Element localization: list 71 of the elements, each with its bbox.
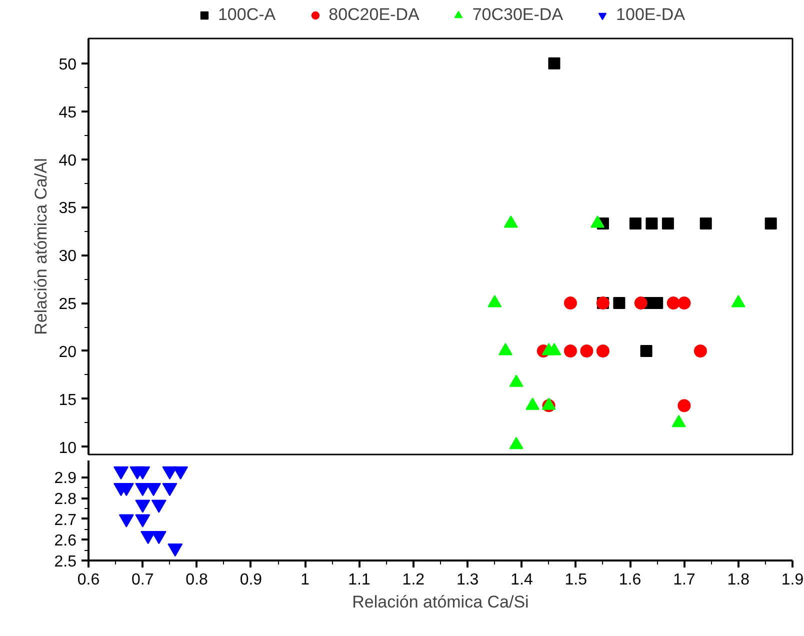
y-tick-label: 2.5 (54, 554, 77, 570)
legend-label: 70C30E-DA (472, 5, 564, 25)
point (764, 217, 777, 230)
point (135, 514, 150, 528)
x-tick-label: 1.9 (781, 572, 804, 588)
point (646, 217, 658, 230)
point (113, 466, 128, 480)
y-tick-label: 35 (58, 200, 77, 218)
point (629, 217, 642, 230)
point (498, 342, 512, 356)
y-tick-label: 10 (58, 440, 77, 457)
x-tick-label: 1.4 (510, 572, 533, 588)
y-tick-label: 2.8 (54, 491, 77, 508)
x-axis-title: Relación atómica Ca/Si (352, 592, 529, 612)
point (564, 296, 577, 310)
x-tick-label: 1.5 (564, 572, 588, 588)
x-tick-label: 0.9 (240, 572, 262, 588)
y-axis-title: Relación atómica Ca/Al (32, 158, 51, 335)
point (731, 295, 746, 308)
point (640, 344, 652, 357)
point (173, 466, 188, 480)
point (168, 543, 183, 557)
x-tick-label: 1.8 (727, 572, 750, 588)
legend-label: 80C20E-DA (328, 5, 420, 25)
point (672, 414, 686, 428)
point (634, 296, 648, 310)
point (651, 297, 664, 310)
point (526, 398, 540, 410)
y-tick-label: 20 (58, 344, 77, 361)
x-tick-label: 1.3 (456, 572, 479, 588)
point (135, 466, 150, 480)
point (700, 217, 712, 230)
point (662, 217, 674, 230)
point (162, 466, 178, 480)
point (678, 296, 691, 310)
legend-label: 100E-DA (616, 5, 686, 25)
y-tick-label: 30 (58, 248, 77, 266)
point (488, 295, 502, 308)
point (509, 374, 524, 387)
point (613, 297, 626, 310)
point (580, 344, 594, 358)
point (666, 296, 680, 310)
point (135, 500, 150, 513)
x-tick-label: 0.6 (77, 572, 100, 588)
point (118, 514, 134, 528)
y-tick-label: 2.9 (54, 470, 77, 488)
x-tick-label: 1.2 (402, 572, 425, 588)
y-tick-label: 50 (58, 56, 77, 74)
x-tick-label: 1.7 (673, 572, 696, 588)
point (596, 344, 610, 358)
y-tick-label: 40 (58, 152, 77, 170)
x-tick-label: 1.6 (618, 572, 642, 588)
x-tick-label: 0.7 (132, 572, 154, 588)
y-tick-label: 2.6 (54, 532, 77, 550)
point (151, 500, 166, 513)
point (548, 57, 560, 70)
point (694, 344, 707, 358)
x-tick-label: 1 (300, 572, 310, 588)
point (564, 344, 577, 358)
point (542, 398, 556, 410)
y-tick-label: 15 (58, 392, 77, 409)
point (509, 436, 524, 450)
y-tick-label: 2.7 (54, 512, 77, 529)
y-tick-label: 45 (58, 104, 77, 122)
point (162, 483, 178, 496)
point (547, 342, 562, 356)
y-tick-label: 25 (58, 296, 77, 314)
x-tick-label: 0.8 (186, 572, 208, 588)
x-tick-label: 1.1 (348, 572, 370, 588)
point (678, 399, 691, 412)
legend-label: 100C-A (218, 5, 276, 25)
